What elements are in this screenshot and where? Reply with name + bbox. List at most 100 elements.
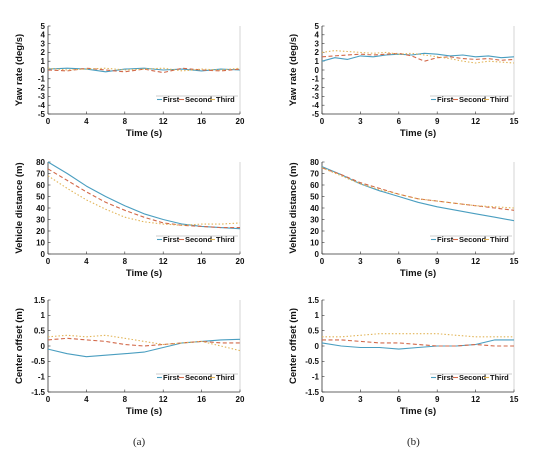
y-tick-label: 1.5	[34, 296, 46, 305]
y-tick-label: 0	[315, 66, 320, 75]
y-axis-label: Yaw rate (deg/s)	[14, 34, 25, 106]
y-tick-label: 1	[41, 57, 46, 66]
x-tick-label: 12	[471, 257, 480, 266]
y-tick-label: 30	[310, 215, 319, 224]
y-tick-label: 80	[310, 158, 319, 167]
x-tick-label: 16	[197, 257, 206, 266]
legend-label-second: Second	[459, 95, 487, 104]
y-tick-label: 1.5	[308, 296, 320, 305]
y-tick-label: -1	[312, 75, 320, 84]
x-tick-label: 0	[46, 395, 51, 404]
y-tick-label: 10	[310, 238, 319, 247]
x-axis-label: Time (s)	[126, 406, 162, 417]
y-tick-label: 4	[41, 31, 46, 40]
x-axis-label: Time (s)	[400, 406, 436, 417]
x-tick-label: 6	[397, 117, 402, 126]
y-tick-label: 50	[310, 192, 319, 201]
y-tick-label: -5	[38, 110, 46, 119]
x-tick-label: 8	[123, 257, 128, 266]
series-line-first	[47, 67, 241, 73]
x-tick-label: 0	[320, 395, 325, 404]
legend-label-second: Second	[459, 373, 487, 382]
legend-label-third: Third	[216, 373, 235, 382]
legend: First Second Third	[430, 95, 512, 104]
legend-label-first: First	[163, 235, 180, 244]
y-axis-label: Vehicle distance (m)	[288, 162, 299, 253]
x-tick-label: 12	[471, 117, 480, 126]
y-tick-label: 0	[41, 66, 46, 75]
y-tick-label: 30	[36, 215, 45, 224]
caption-b: (b)	[407, 436, 420, 448]
series-line-first	[321, 166, 515, 222]
x-tick-label: 16	[197, 117, 206, 126]
series-line-third	[321, 50, 515, 64]
y-tick-label: -1.5	[305, 388, 319, 397]
y-tick-label: 10	[36, 238, 45, 247]
y-tick-label: -3	[312, 92, 320, 101]
legend: First Second Third	[156, 235, 238, 244]
y-tick-label: 20	[36, 227, 45, 236]
series-line-third	[321, 167, 515, 209]
legend-label-third: Third	[216, 235, 235, 244]
x-tick-label: 15	[510, 395, 519, 404]
x-axis-label: Time (s)	[126, 268, 162, 279]
legend-label-second: Second	[185, 373, 213, 382]
x-tick-label: 4	[84, 117, 89, 126]
series-line-first	[47, 338, 241, 358]
x-tick-label: 3	[358, 257, 363, 266]
x-tick-label: 15	[510, 117, 519, 126]
x-tick-label: 9	[435, 395, 440, 404]
y-axis-label: Vehicle distance (m)	[14, 162, 25, 253]
x-tick-label: 0	[320, 117, 325, 126]
y-tick-label: 0.5	[34, 326, 46, 335]
x-tick-label: 16	[197, 395, 206, 404]
y-tick-label: 20	[310, 227, 319, 236]
y-tick-label: 60	[36, 181, 45, 190]
legend: First Second Third	[156, 373, 238, 382]
chart-a-dist: 80 70 60 50 40 30 20 10 00 4 8 12 16 20 Time (s) Vehicl…	[14, 158, 245, 279]
x-tick-label: 8	[123, 117, 128, 126]
y-tick-label: 1	[41, 311, 46, 320]
y-tick-label: 40	[310, 204, 319, 213]
x-tick-label: 4	[84, 395, 89, 404]
y-tick-label: 50	[36, 192, 45, 201]
series-line-second	[322, 339, 514, 347]
x-tick-label: 0	[46, 257, 51, 266]
y-axis-label: Center offset (m)	[288, 308, 299, 384]
x-tick-label: 12	[471, 395, 480, 404]
x-tick-label: 12	[159, 395, 168, 404]
y-tick-label: 0	[41, 250, 46, 259]
x-tick-label: 4	[84, 257, 89, 266]
series-line-second	[321, 167, 515, 211]
y-tick-label: -0.5	[31, 357, 45, 366]
y-tick-label: 1	[315, 311, 320, 320]
x-tick-label: 6	[397, 395, 402, 404]
legend-label-first: First	[437, 373, 454, 382]
y-tick-label: 60	[310, 181, 319, 190]
caption-a: (a)	[133, 436, 146, 448]
y-tick-label: 40	[36, 204, 45, 213]
chart-b-dist: 80 70 60 50 40 30 20 10 00 3 6 9 12 15 Time (s) Vehicle…	[288, 158, 519, 279]
x-axis-label: Time (s)	[400, 268, 436, 279]
y-axis-label: Yaw rate (deg/s)	[288, 34, 299, 106]
y-tick-label: 1	[315, 57, 320, 66]
y-tick-label: 2	[41, 48, 46, 57]
x-tick-label: 20	[236, 395, 245, 404]
y-tick-label: -2	[312, 83, 320, 92]
y-tick-label: 2	[315, 48, 320, 57]
y-axis-label: Center offset (m)	[14, 308, 25, 384]
y-tick-label: 0	[315, 342, 320, 351]
legend: First Second Third	[156, 95, 238, 104]
legend-label-third: Third	[216, 95, 235, 104]
series-line-third	[47, 67, 241, 72]
y-tick-label: 70	[36, 169, 45, 178]
x-tick-label: 3	[358, 395, 363, 404]
y-tick-label: -2	[38, 83, 46, 92]
legend-label-second: Second	[185, 95, 213, 104]
x-tick-label: 8	[123, 395, 128, 404]
y-tick-label: 5	[41, 22, 46, 31]
